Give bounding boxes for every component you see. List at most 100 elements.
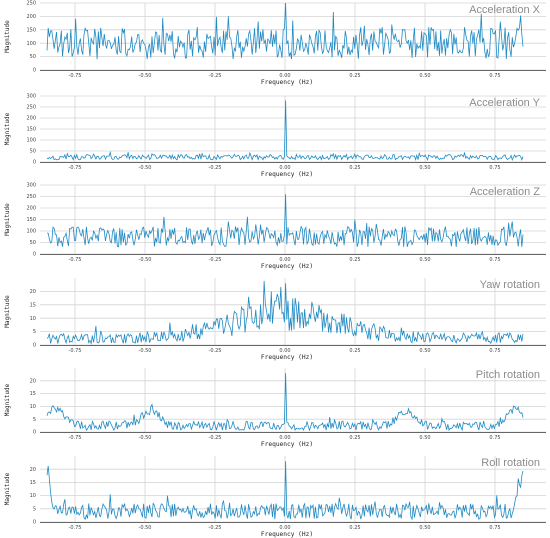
y-tick-label: 10 bbox=[30, 404, 36, 410]
x-tick-label: 0.25 bbox=[349, 348, 360, 354]
y-tick-label: 150 bbox=[26, 217, 36, 223]
x-tick-label: -0.50 bbox=[139, 165, 152, 171]
subplot-6: 0 5 10 15 20 -0.75 -0.50 -0.25 0.00 0.25 0.50 0.75 M… bbox=[4, 456, 546, 538]
y-tick-label: 100 bbox=[26, 229, 36, 235]
x-tick-label: 0.00 bbox=[279, 165, 290, 171]
y-axis-label: Magnitude bbox=[4, 383, 11, 416]
x-tick-label: 0.75 bbox=[489, 435, 500, 441]
y-axis-label: Magnitude bbox=[4, 472, 11, 505]
y-tick-label: 150 bbox=[26, 27, 36, 33]
x-axis-label: Frequency (Hz) bbox=[261, 79, 313, 86]
x-tick-label: -0.25 bbox=[209, 435, 222, 441]
subplot-1: 0 50 100 150 200 250 -0.75 -0.50 -0.25 0.00 0.25 0.… bbox=[4, 1, 546, 86]
subplot-title: Roll rotation bbox=[481, 457, 540, 469]
y-tick-label: 15 bbox=[30, 391, 36, 397]
subplot-title: Pitch rotation bbox=[476, 369, 540, 381]
y-axis-label: Magnitude bbox=[4, 295, 11, 328]
x-tick-label: 0.50 bbox=[419, 165, 430, 171]
x-tick-label: 0.75 bbox=[489, 348, 500, 354]
x-tick-label: 0.00 bbox=[279, 73, 290, 79]
y-tick-label: 50 bbox=[30, 54, 36, 60]
series-line bbox=[46, 2, 524, 60]
x-tick-label: 0.25 bbox=[349, 525, 360, 531]
x-tick-label: -0.25 bbox=[209, 348, 222, 354]
x-axis-label: Frequency (Hz) bbox=[261, 441, 313, 448]
y-tick-label: 5 bbox=[33, 329, 36, 335]
x-tick-label: -0.50 bbox=[139, 73, 152, 79]
y-tick-label: 20 bbox=[30, 467, 36, 473]
x-tick-label: -0.25 bbox=[209, 525, 222, 531]
y-tick-label: 10 bbox=[30, 493, 36, 499]
x-tick-label: -0.75 bbox=[69, 525, 82, 531]
x-tick-label: 0.00 bbox=[279, 435, 290, 441]
x-tick-label: 0.00 bbox=[279, 348, 290, 354]
x-tick-label: -0.25 bbox=[209, 165, 222, 171]
y-tick-label: 0 bbox=[33, 430, 36, 436]
subplot-title: Acceleration X bbox=[469, 4, 541, 16]
x-tick-label: 0.50 bbox=[419, 73, 430, 79]
y-tick-label: 50 bbox=[30, 240, 36, 246]
y-tick-label: 300 bbox=[26, 183, 36, 189]
series-line bbox=[46, 373, 524, 432]
x-tick-label: 0.75 bbox=[489, 525, 500, 531]
y-tick-label: 300 bbox=[26, 94, 36, 100]
x-tick-label: 0.75 bbox=[489, 257, 500, 263]
x-tick-label: 0.25 bbox=[349, 73, 360, 79]
series-line bbox=[46, 280, 524, 346]
y-tick-label: 150 bbox=[26, 127, 36, 133]
x-tick-label: 0.75 bbox=[489, 165, 500, 171]
x-tick-label: 0.50 bbox=[419, 257, 430, 263]
subplot-5: 0 5 10 15 20 -0.75 -0.50 -0.25 0.00 0.25 0.50 0.75 M… bbox=[4, 368, 546, 448]
y-tick-label: 5 bbox=[33, 417, 36, 423]
series-line bbox=[46, 194, 524, 248]
subplot-title: Acceleration Y bbox=[469, 97, 540, 109]
y-tick-label: 0 bbox=[33, 520, 36, 526]
x-tick-label: 0.25 bbox=[349, 435, 360, 441]
x-tick-label: -0.25 bbox=[209, 73, 222, 79]
x-tick-label: 0.75 bbox=[489, 73, 500, 79]
x-tick-label: -0.75 bbox=[69, 348, 82, 354]
series-line bbox=[46, 100, 524, 161]
y-axis-label: Magnitude bbox=[4, 203, 11, 236]
x-tick-label: -0.75 bbox=[69, 435, 82, 441]
y-tick-label: 200 bbox=[26, 116, 36, 122]
y-tick-label: 20 bbox=[30, 289, 36, 295]
y-tick-label: 200 bbox=[26, 206, 36, 212]
subplot-3: 0 50 100 150 200 250 300 -0.75 -0.50 -0.25 0.00 0.2… bbox=[4, 183, 546, 270]
x-tick-label: 0.00 bbox=[279, 257, 290, 263]
x-tick-label: 0.25 bbox=[349, 165, 360, 171]
subplot-title: Acceleration Z bbox=[470, 186, 541, 198]
subplot-4: 0 5 10 15 20 -0.75 -0.50 -0.25 0.00 0.25 0.50 0.75 M… bbox=[4, 278, 546, 361]
y-tick-label: 100 bbox=[26, 41, 36, 47]
y-tick-label: 5 bbox=[33, 506, 36, 512]
x-tick-label: 0.50 bbox=[419, 348, 430, 354]
x-axis-label: Frequency (Hz) bbox=[261, 171, 313, 178]
x-tick-label: 0.50 bbox=[419, 525, 430, 531]
x-tick-label: -0.50 bbox=[139, 525, 152, 531]
x-tick-label: -0.75 bbox=[69, 257, 82, 263]
x-tick-label: 0.25 bbox=[349, 257, 360, 263]
x-tick-label: 0.00 bbox=[279, 525, 290, 531]
series-line bbox=[46, 461, 524, 521]
x-axis-label: Frequency (Hz) bbox=[261, 354, 313, 361]
y-tick-label: 250 bbox=[26, 1, 36, 7]
x-tick-label: -0.75 bbox=[69, 165, 82, 171]
subplot-title: Yaw rotation bbox=[480, 279, 540, 291]
y-tick-label: 10 bbox=[30, 316, 36, 322]
x-tick-label: -0.25 bbox=[209, 257, 222, 263]
x-tick-label: -0.75 bbox=[69, 73, 82, 79]
x-axis-label: Frequency (Hz) bbox=[261, 531, 313, 538]
y-tick-label: 250 bbox=[26, 194, 36, 200]
y-tick-label: 20 bbox=[30, 378, 36, 384]
subplot-2: 0 50 100 150 200 250 300 -0.75 -0.50 -0.25 0.00 0.2… bbox=[4, 94, 546, 178]
x-tick-label: 0.50 bbox=[419, 435, 430, 441]
y-axis-label: Magnitude bbox=[4, 112, 11, 145]
y-tick-label: 0 bbox=[33, 252, 36, 258]
y-tick-label: 200 bbox=[26, 14, 36, 20]
y-tick-label: 0 bbox=[33, 68, 36, 74]
y-tick-label: 0 bbox=[33, 343, 36, 349]
y-axis-label: Magnitude bbox=[4, 20, 11, 53]
y-tick-label: 50 bbox=[30, 149, 36, 155]
x-tick-label: -0.50 bbox=[139, 257, 152, 263]
